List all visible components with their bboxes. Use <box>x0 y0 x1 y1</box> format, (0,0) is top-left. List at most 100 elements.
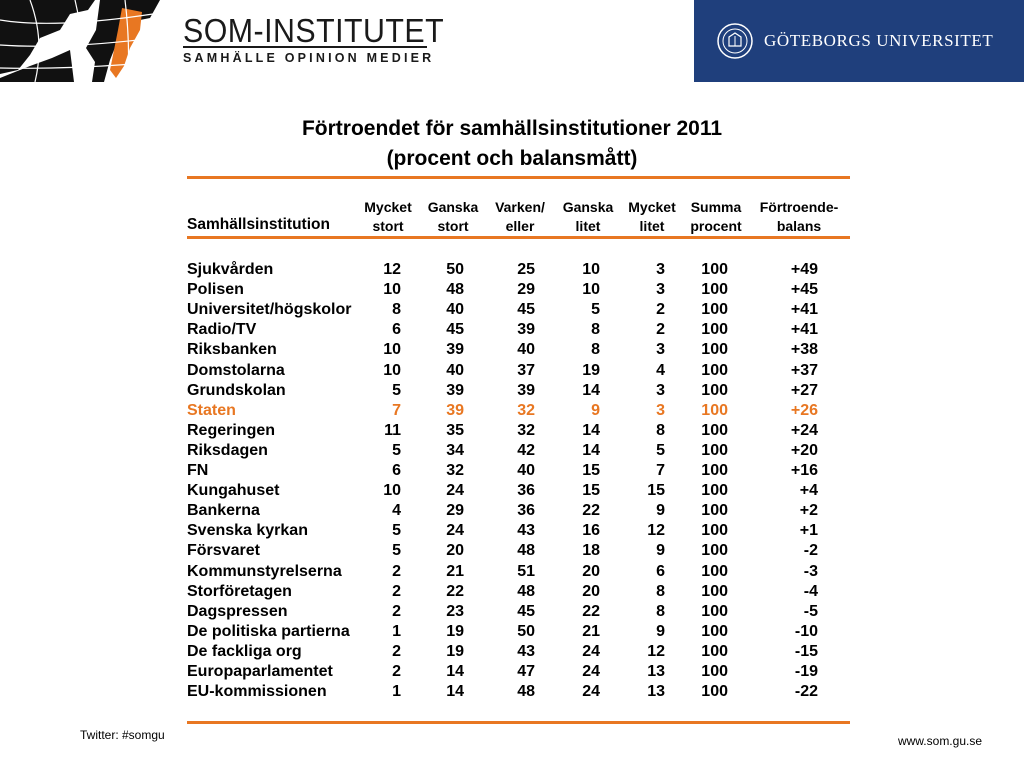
cell-value: -5 <box>803 602 818 620</box>
column-header-line2: balans <box>776 218 822 234</box>
table-row: EU-kommissionen 1 14 48 24 13 100 -22 <box>0 682 1024 702</box>
cell-value: 48 <box>446 281 464 299</box>
table-row: Universitet/högskolor 8 40 45 5 2 100 +41 <box>0 300 1024 320</box>
institution-name: EU-kommissionen <box>187 683 327 701</box>
cell-value: 24 <box>582 663 600 680</box>
cell-value: 50 <box>446 261 464 278</box>
cell-value: 24 <box>446 482 464 500</box>
cell-value: 29 <box>446 502 464 520</box>
cell-value: 100 <box>701 562 728 580</box>
institution-name: Regeringen <box>187 421 276 439</box>
table-row: De fackliga org 2 19 43 24 12 100 -15 <box>0 642 1024 662</box>
cell-value: 8 <box>591 341 600 359</box>
cell-value: 5 <box>392 441 401 459</box>
cell-value: 36 <box>517 502 535 520</box>
column-header: Varken/eller <box>489 198 551 236</box>
cell-value: 10 <box>383 281 401 299</box>
slide-subtitle: (procent och balansmått) <box>386 147 638 170</box>
institution-name: De fackliga org <box>187 642 302 660</box>
institution-name: Svenska kyrkan <box>187 522 308 540</box>
cell-value: 1 <box>392 622 401 640</box>
cell-value: 47 <box>517 663 535 680</box>
table-row: Bankerna 4 29 36 22 9 100 +2 <box>0 501 1024 521</box>
institution-name: Europaparlamentet <box>187 663 333 680</box>
som-title-rule <box>183 46 427 48</box>
cell-value: 100 <box>701 522 728 540</box>
cell-value: 10 <box>383 341 401 359</box>
cell-value: 1 <box>392 683 401 701</box>
cell-value: +37 <box>790 361 818 379</box>
cell-value: 36 <box>517 482 535 500</box>
table-row: De politiska partierna 1 19 50 21 9 100 -10 <box>0 622 1024 642</box>
column-header: Summa procent <box>684 198 748 236</box>
header: SOM-INSTITUTET SAMHÄLLE OPINION MEDIER G… <box>0 0 1024 82</box>
cell-value: 19 <box>446 642 464 660</box>
table-row: Riksdagen 5 34 42 14 5 100 +20 <box>0 441 1024 461</box>
cell-value: 42 <box>517 441 535 459</box>
cell-value: 2 <box>392 562 401 580</box>
cell-value: 2 <box>392 602 401 620</box>
column-header-line1: Ganska <box>562 199 614 215</box>
cell-value: 37 <box>517 361 535 379</box>
cell-value: 100 <box>701 642 728 660</box>
cell-value: 24 <box>582 642 600 660</box>
cell-value: 25 <box>517 261 535 278</box>
institution-name: Grundskolan <box>187 381 286 399</box>
cell-value: 45 <box>517 602 535 620</box>
cell-value: 3 <box>656 341 665 359</box>
table-row: Grundskolan 5 39 39 14 3 100 +27 <box>0 381 1024 401</box>
cell-value: 100 <box>701 602 728 620</box>
som-institutet-subtitle: SAMHÄLLE OPINION MEDIER <box>183 51 435 65</box>
cell-value: 100 <box>701 683 728 701</box>
column-header-line1: Mycket <box>364 199 412 215</box>
cell-value: 100 <box>701 502 728 520</box>
institution-name: Kommunstyrelserna <box>187 562 342 580</box>
cell-value: +1 <box>799 522 818 540</box>
cell-value: 10 <box>582 281 600 299</box>
cell-value: 100 <box>701 441 728 459</box>
institution-name: Försvaret <box>187 542 260 560</box>
institution-name: Radio/TV <box>187 321 257 339</box>
table-row: Riksbanken 10 39 40 8 3 100 +38 <box>0 340 1024 360</box>
cell-value: 24 <box>582 683 600 701</box>
cell-value: 6 <box>392 321 401 339</box>
cell-value: 43 <box>517 642 535 660</box>
cell-value: 2 <box>656 301 665 319</box>
cell-value: 48 <box>517 683 535 701</box>
table-row: FN 6 32 40 15 7 100 +16 <box>0 461 1024 481</box>
cell-value: 15 <box>582 462 600 479</box>
sweden-map-logo <box>0 0 178 82</box>
cell-value: 21 <box>446 562 464 580</box>
table-row: Polisen 10 48 29 10 3 100 +45 <box>0 280 1024 300</box>
cell-value: 7 <box>656 462 665 479</box>
cell-value: 40 <box>446 361 464 379</box>
column-header: Mycket litet <box>622 198 682 236</box>
cell-value: 9 <box>656 622 665 640</box>
institution-name: Kungahuset <box>187 482 280 500</box>
cell-value: 48 <box>517 582 535 600</box>
twitter-hashtag: Twitter: #somgu <box>80 728 165 742</box>
cell-value: 39 <box>446 381 464 399</box>
cell-value: 14 <box>582 381 600 399</box>
cell-value: 5 <box>656 441 665 459</box>
cell-value: 24 <box>446 522 464 540</box>
cell-value: 6 <box>656 562 665 580</box>
cell-value: 2 <box>392 642 401 660</box>
cell-value: 10 <box>582 261 600 278</box>
cell-value: 13 <box>647 663 665 680</box>
cell-value: +4 <box>799 482 818 500</box>
cell-value: 22 <box>582 602 600 620</box>
cell-value: 7 <box>392 401 401 419</box>
institution-name: Universitet/högskolor <box>187 301 352 319</box>
column-header-line1: Ganska <box>427 199 479 215</box>
cell-value: 19 <box>446 622 464 640</box>
cell-value: 39 <box>446 341 464 359</box>
column-header-line2: stort <box>437 218 469 234</box>
cell-value: +45 <box>790 281 818 299</box>
cell-value: -2 <box>803 542 818 560</box>
cell-value: 14 <box>582 421 600 439</box>
institution-name: Domstolarna <box>187 361 285 379</box>
cell-value: 22 <box>582 502 600 520</box>
cell-value: 5 <box>392 542 401 560</box>
cell-value: 20 <box>582 562 600 580</box>
